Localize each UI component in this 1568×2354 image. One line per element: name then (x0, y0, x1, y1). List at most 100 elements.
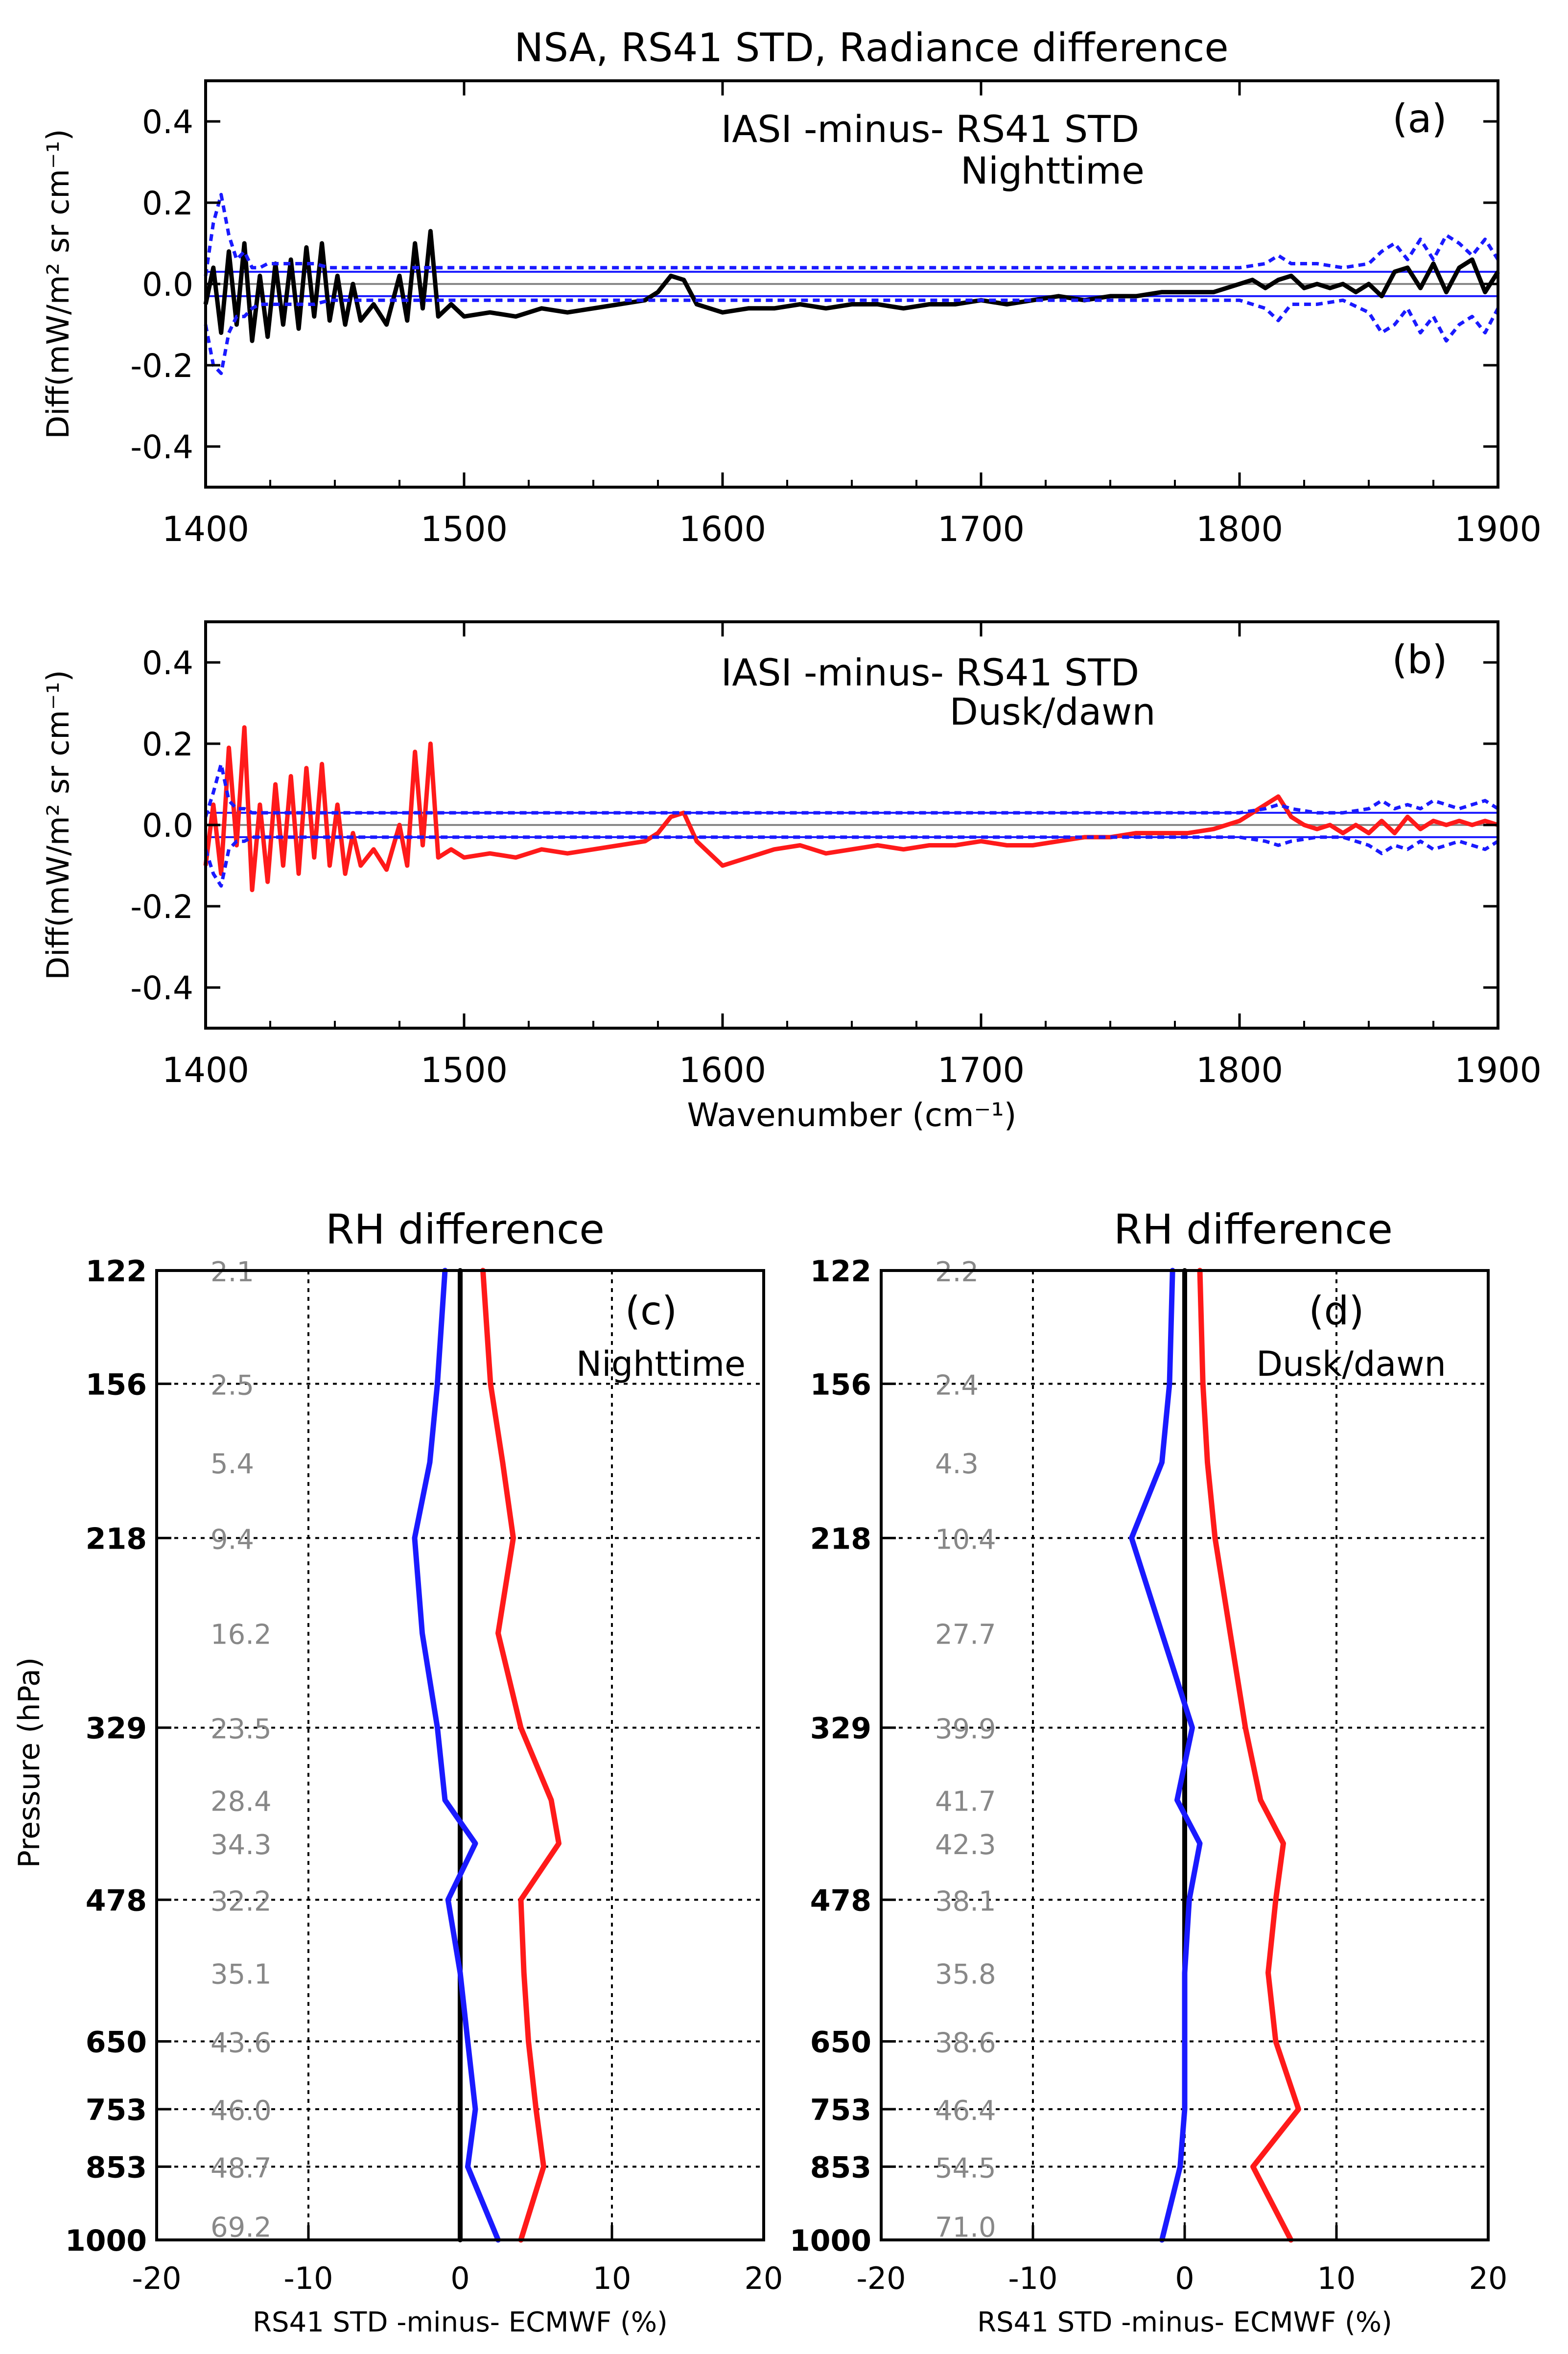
panel-b-annotation-line1: IASI -minus- RS41 STD (721, 651, 1139, 694)
panel-c-label: (c) (625, 1288, 677, 1334)
series-line-red-0 (203, 725, 1499, 893)
count-label: 43.6 (211, 2027, 272, 2059)
panel-c: RH difference 2.1 2.5 5.4 9.4 16.2 23.5 28.4 34… (12, 1205, 783, 2338)
panel-c-series (412, 1268, 562, 2243)
count-label: 4.3 (935, 1448, 979, 1480)
panel-d-series (1129, 1268, 1301, 2243)
x-tick-label: 1900 (1454, 509, 1542, 549)
count-label: 42.3 (935, 1829, 996, 1861)
x-tick-label: 1600 (679, 1050, 766, 1090)
count-label: 41.7 (935, 1786, 996, 1818)
series-line-blue-2 (204, 835, 1499, 888)
y-tick-label: 650 (810, 2025, 871, 2060)
series-line-blue-1 (204, 762, 1499, 818)
count-label: 46.4 (935, 2095, 996, 2127)
y-tick-label: 0.2 (142, 185, 193, 222)
series-line-blue-1 (204, 192, 1499, 276)
panel-a-series (203, 192, 1500, 376)
count-label: 16.2 (211, 1619, 272, 1651)
y-tick-label: 478 (86, 1883, 147, 1918)
y-tick-label: 478 (810, 1883, 871, 1918)
panel-b: 1400 1500 1600 1700 1800 1900 -0.4 -0.2 0.0 0.2 0.… (40, 620, 1542, 1134)
x-tick-label: 1700 (937, 1050, 1025, 1090)
y-tick-label: 0.0 (142, 807, 193, 845)
count-label: 28.4 (211, 1786, 272, 1818)
x-tick-label: 10 (593, 2260, 632, 2296)
x-tick-label: -10 (1008, 2260, 1057, 2296)
y-tick-label: 0.4 (142, 103, 193, 141)
panel-d-count-labels: 2.2 2.4 4.3 10.4 27.7 39.9 41.7 42.3 38.1 35.8 38.… (935, 1256, 996, 2243)
count-label: 54.5 (935, 2152, 996, 2184)
panel-a-ticks: 1400 1500 1600 1700 1800 1900 -0.4 -0.2 0.0 0.2 0.… (130, 81, 1542, 549)
profile-line-red-2 (1197, 1268, 1301, 2243)
panel-c-ticks: -20 -10 0 10 20 122 156 218 329 478 650 753 853 1000 (65, 1254, 783, 2296)
y-tick-label: -0.4 (130, 969, 193, 1007)
x-tick-label: -20 (132, 2260, 181, 2296)
panel-c-xlabel: RS41 STD -minus- ECMWF (%) (253, 2307, 668, 2338)
count-label: 2.5 (211, 1369, 254, 1401)
y-tick-label: 218 (86, 1522, 147, 1556)
y-tick-label: -0.4 (130, 428, 193, 466)
panel-a-label: (a) (1392, 96, 1447, 141)
panel-c-title: RH difference (326, 1205, 605, 1253)
panel-a: 1400 1500 1600 1700 1800 1900 -0.4 -0.2 0.0 0.2 0.… (40, 79, 1542, 549)
count-label: 34.3 (211, 1829, 272, 1861)
y-tick-label: 753 (86, 2093, 147, 2127)
y-tick-label: 329 (86, 1712, 147, 1746)
profile-line-blue-1 (412, 1268, 501, 2243)
panel-d-annotation: Dusk/dawn (1256, 1344, 1446, 1384)
x-tick-label: 1500 (421, 509, 508, 549)
y-tick-label: 0.4 (142, 644, 193, 682)
y-tick-label: 1000 (790, 2224, 871, 2258)
panel-d-title: RH difference (1114, 1205, 1393, 1253)
panel-d-label: (d) (1309, 1288, 1364, 1334)
x-tick-label: 1800 (1196, 1050, 1283, 1090)
x-tick-label: 0 (1175, 2260, 1194, 2296)
y-tick-label: 853 (86, 2150, 147, 2185)
profile-line-blue-1 (1129, 1268, 1203, 2243)
panel-b-annotation-line2: Dusk/dawn (949, 690, 1155, 733)
x-tick-label: 0 (450, 2260, 469, 2296)
count-label: 46.0 (211, 2095, 272, 2127)
y-tick-label: -0.2 (130, 888, 193, 926)
panel-b-ticks: 1400 1500 1600 1700 1800 1900 -0.4 -0.2 0.0 0.2 0.… (130, 622, 1542, 1090)
count-label: 27.7 (935, 1619, 996, 1651)
x-tick-label: 1600 (679, 509, 766, 549)
panel-c-count-labels: 2.1 2.5 5.4 9.4 16.2 23.5 28.4 34.3 32.2 35.1 43.6… (211, 1256, 272, 2243)
y-tick-label: 218 (810, 1522, 871, 1556)
panel-b-xlabel: Wavenumber (cm⁻¹) (687, 1096, 1016, 1134)
y-tick-label: 156 (810, 1367, 871, 1402)
y-tick-label: 1000 (65, 2224, 147, 2258)
y-tick-label: 329 (810, 1712, 871, 1746)
count-label: 71.0 (935, 2212, 996, 2243)
y-tick-label: -0.2 (130, 347, 193, 385)
x-tick-label: -10 (283, 2260, 333, 2296)
panel-b-label: (b) (1392, 637, 1447, 683)
count-label: 39.9 (935, 1714, 996, 1745)
count-label: 10.4 (935, 1524, 996, 1555)
x-tick-label: 1400 (162, 509, 249, 549)
count-label: 2.1 (211, 1256, 254, 1288)
x-tick-label: 1900 (1454, 1050, 1542, 1090)
y-tick-label: 122 (810, 1254, 871, 1289)
count-label: 38.6 (935, 2027, 996, 2059)
count-label: 38.1 (935, 1885, 996, 1917)
panel-b-series (203, 725, 1499, 893)
count-label: 23.5 (211, 1714, 272, 1745)
x-tick-label: 20 (745, 2260, 783, 2296)
count-label: 35.1 (211, 1958, 272, 1990)
count-label: 69.2 (211, 2212, 272, 2243)
x-tick-label: 1800 (1196, 509, 1283, 549)
y-tick-label: 650 (86, 2025, 147, 2060)
panel-d-ticks: -20 -10 0 10 20 122 156 218 329 478 650 753 853 1000 (790, 1254, 1507, 2296)
panel-b-ylabel: Diff(mW/m² sr cm⁻¹) (40, 670, 76, 980)
x-tick-label: -20 (856, 2260, 906, 2296)
y-tick-label: 122 (86, 1254, 147, 1289)
count-label: 48.7 (211, 2152, 272, 2184)
y-tick-label: 0.0 (142, 266, 193, 304)
panel-c-annotation: Nighttime (576, 1344, 746, 1384)
series-line-blue-2 (204, 298, 1500, 376)
panel-d: RH difference 2.2 2.4 4.3 10.4 27.7 39.9 41.7 4… (790, 1205, 1507, 2338)
